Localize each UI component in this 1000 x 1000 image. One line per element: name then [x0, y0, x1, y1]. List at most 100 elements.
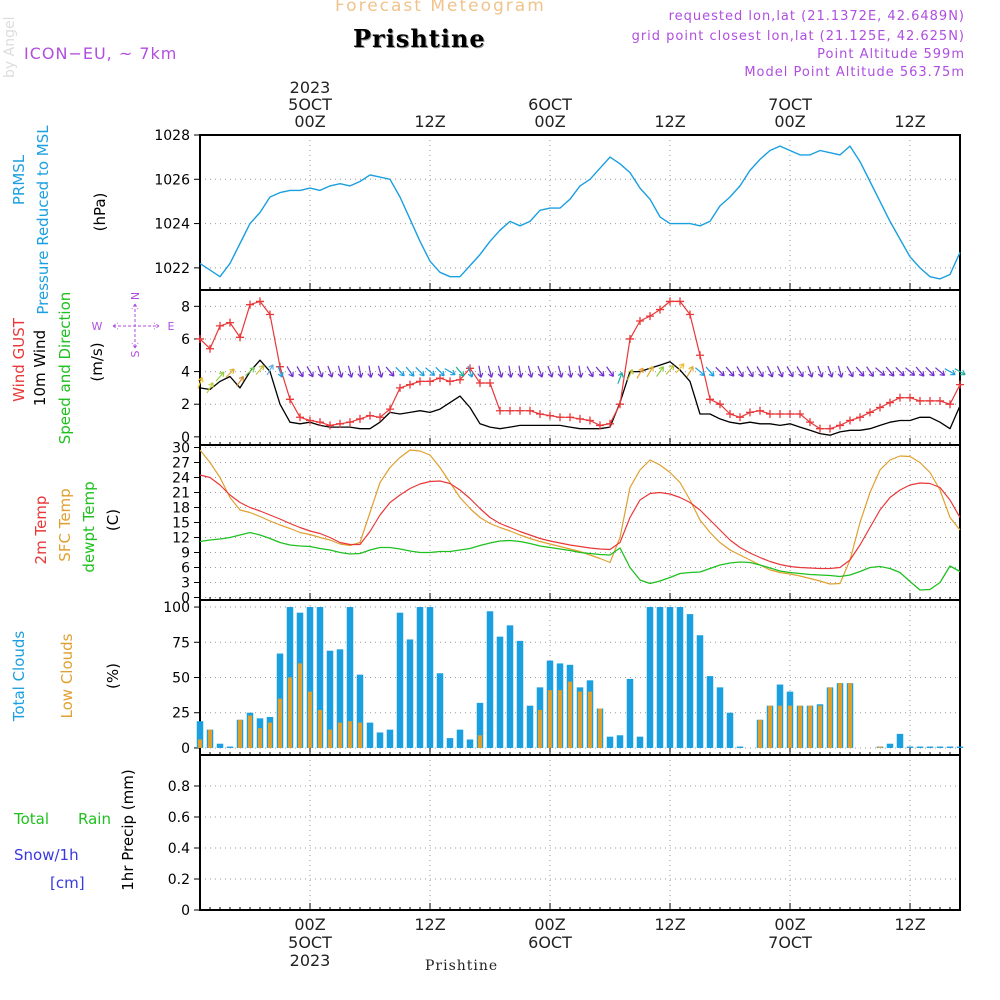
gust-line-marker	[716, 400, 724, 409]
gust-line-marker	[626, 334, 634, 343]
gust-line-marker	[896, 393, 904, 402]
wind-direction-arrow	[557, 365, 564, 378]
gust-line-marker	[456, 375, 464, 384]
gust-line-marker	[856, 413, 864, 422]
total-rain-label-rain: Rain	[78, 810, 111, 828]
total-cloud-bar	[526, 705, 534, 748]
low-cloud-bar	[348, 721, 352, 748]
top-time-label: 00Z	[774, 112, 805, 131]
gust-line-marker	[666, 297, 674, 306]
total-cloud-bar	[896, 733, 904, 748]
total-cloud-bar	[516, 640, 524, 748]
wind-direction-arrow	[935, 367, 946, 376]
bottom-time-label: 5OCT	[288, 933, 332, 952]
gust-line-marker	[656, 305, 664, 314]
wind-direction-arrow	[286, 366, 294, 378]
y-tick-label: 4	[181, 365, 190, 381]
y-tick-label: 0	[181, 741, 190, 757]
wind-direction-arrow	[444, 368, 456, 376]
model-name: ICON−EU, ~ 7km	[24, 44, 178, 63]
bottom-time-label: 7OCT	[768, 933, 812, 952]
wind-direction-arrow	[796, 366, 804, 378]
wind-direction-arrow	[467, 365, 474, 378]
low-cloud-bar	[828, 687, 832, 748]
low-cloud-bar	[578, 691, 582, 748]
total-cloud-bar	[326, 650, 334, 748]
low-cloud-bar	[538, 709, 542, 748]
total-cloud-bar	[376, 732, 384, 748]
dewpt-line	[199, 531, 961, 591]
gust-line-marker	[796, 410, 804, 418]
wind-direction-arrow	[776, 365, 784, 378]
model-point-altitude: Model Point Altitude 563.75m	[744, 65, 965, 80]
wind-direction-arrow	[327, 365, 334, 378]
wind-direction-arrow	[405, 366, 415, 377]
total-cloud-bar	[196, 721, 204, 748]
sfc-temp-line	[199, 449, 961, 585]
wind-direction-arrow	[236, 375, 244, 387]
y-tick-label: 75	[172, 635, 190, 651]
gust-line-marker	[286, 395, 294, 404]
gust-line-marker	[236, 333, 244, 342]
wind10m-axis-label: 10m Wind	[31, 330, 49, 406]
wind-direction-arrow	[695, 367, 706, 376]
wind-direction-arrow	[925, 366, 935, 377]
wind-direction-arrow	[636, 367, 644, 379]
wind-direction-arrow	[686, 365, 694, 378]
gust-line-marker	[506, 406, 514, 415]
gust-line-marker	[396, 383, 404, 392]
bottom-time-label: 12Z	[654, 915, 685, 934]
y-tick-label: 9	[181, 546, 190, 562]
wind-direction-arrow	[725, 366, 735, 377]
low-cloud-bar	[768, 705, 772, 748]
wind-direction-arrow	[277, 365, 284, 378]
total-cloud-bar	[466, 739, 474, 748]
top-time-label: 6OCT	[528, 95, 572, 114]
y-tick-label: 27	[172, 456, 190, 472]
total-cloud-bar	[906, 746, 914, 748]
top-time-label: 5OCT	[288, 95, 332, 114]
total-cloud-bar	[916, 746, 924, 748]
total-cloud-bar	[476, 702, 484, 748]
gust-line-marker	[806, 418, 814, 427]
wind-direction-arrow	[395, 366, 405, 377]
gust-line-marker	[836, 421, 844, 430]
gust-line-marker	[446, 377, 454, 386]
wind-direction-arrow	[944, 368, 956, 376]
forecast-title: Forecast Meteogram	[335, 0, 546, 16]
point-altitude: Point Altitude 599m	[817, 47, 965, 62]
panel-frame	[199, 754, 961, 911]
wind-direction-arrow	[895, 366, 905, 377]
y-tick-label: 1024	[154, 217, 190, 233]
gust-line-marker	[866, 408, 874, 417]
low-cloud-bar	[598, 708, 602, 748]
gust-line-marker	[816, 424, 824, 433]
gust-line-marker	[386, 405, 394, 414]
low-cloud-bar	[758, 719, 762, 748]
wind-direction-arrow	[905, 367, 916, 376]
gust-line-marker	[826, 424, 834, 433]
gust-line-marker	[416, 377, 424, 386]
total-cloud-bar	[216, 743, 224, 748]
precip-unit-label: 1hr Precip (mm)	[119, 769, 137, 890]
gust-line-marker	[926, 396, 934, 405]
gust-line-marker	[556, 413, 564, 422]
total-cloud-bar	[416, 607, 424, 748]
snow-label: Snow/1h	[14, 846, 79, 864]
total-cloud-bar	[616, 735, 624, 748]
clouds-unit-label: (%)	[104, 663, 122, 689]
gust-line-marker	[426, 377, 434, 386]
total-cloud-bar	[636, 736, 644, 748]
wind-direction-arrow	[807, 365, 814, 378]
gust-line-marker	[476, 379, 484, 387]
gust-line-marker	[726, 410, 734, 418]
requested-coords: requested lon,lat (21.1372E, 42.6489N)	[668, 9, 965, 24]
total-cloud-bar	[316, 607, 324, 748]
wind-direction-arrow	[435, 366, 445, 377]
wind-direction-arrow	[487, 365, 494, 378]
gust-line-marker	[266, 310, 274, 319]
total-cloud-bar	[676, 607, 684, 748]
gust-line-marker	[846, 416, 854, 425]
y-tick-label: 24	[172, 471, 190, 487]
